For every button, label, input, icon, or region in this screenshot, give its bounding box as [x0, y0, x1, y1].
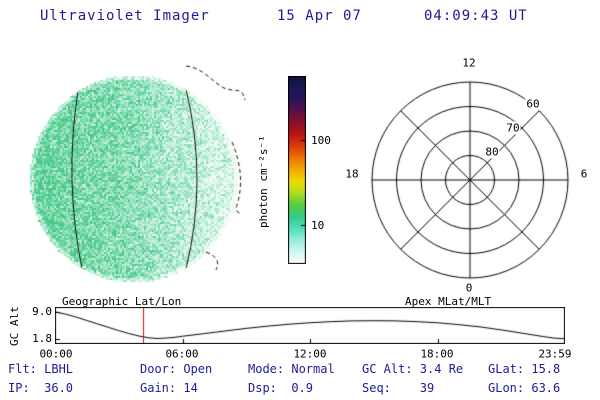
- status-gc-alt: GC Alt: 3.4 Re: [362, 362, 464, 376]
- mlat-ring-label-70: 70: [505, 121, 521, 135]
- gc-alt-axis-label: GC Alt: [8, 306, 21, 346]
- status-door: Door: Open: [140, 362, 213, 376]
- mlt-label-6: 6: [580, 167, 588, 181]
- x-tick-0600: 06:00: [165, 347, 199, 361]
- x-tick-1800: 18:00: [420, 347, 454, 361]
- colorbar-unit-label: photon cm⁻²s⁻¹: [257, 135, 270, 228]
- y-tick-9: 9.0: [32, 305, 52, 318]
- apex-mlat-mlt-grid: [360, 70, 580, 290]
- x-tick-0000: 00:00: [39, 347, 73, 361]
- time-display: 04:09:43 UT: [424, 8, 528, 24]
- y-tick-1-8: 1.8: [32, 332, 52, 345]
- x-tick-2359: 23:59: [538, 347, 572, 361]
- status-mode: Mode: Normal: [248, 362, 335, 376]
- left-panel-title: Geographic Lat/Lon: [62, 295, 182, 308]
- uv-earth-disk-image: [28, 60, 246, 290]
- mlat-ring-label-80: 80: [484, 145, 500, 159]
- altitude-strip-chart: [55, 307, 565, 344]
- mlat-ring-label-60: 60: [525, 97, 541, 111]
- status-flt: Flt: LBHL: [8, 362, 74, 376]
- mlt-label-12: 12: [462, 56, 476, 70]
- status-dsp: Dsp: 0.9: [248, 381, 314, 395]
- mlt-label-18: 18: [345, 167, 359, 181]
- x-tick-1200: 12:00: [293, 347, 327, 361]
- status-gain: Gain: 14: [140, 381, 198, 395]
- status-glat: GLat: 15.8: [488, 362, 561, 376]
- colorbar-tick-10: 10: [311, 218, 325, 232]
- status-glon: GLon: 63.6: [488, 381, 561, 395]
- right-panel-title: Apex MLat/MLT: [405, 295, 492, 308]
- status-seq: Seq: 39: [362, 381, 435, 395]
- colorbar-tick-100: 100: [311, 133, 331, 147]
- colorbar: [288, 76, 306, 264]
- mlt-label-0: 0: [465, 281, 473, 295]
- app-title: Ultraviolet Imager: [40, 8, 210, 24]
- date-display: 15 Apr 07: [277, 8, 362, 24]
- status-ip: IP: 36.0: [8, 381, 74, 395]
